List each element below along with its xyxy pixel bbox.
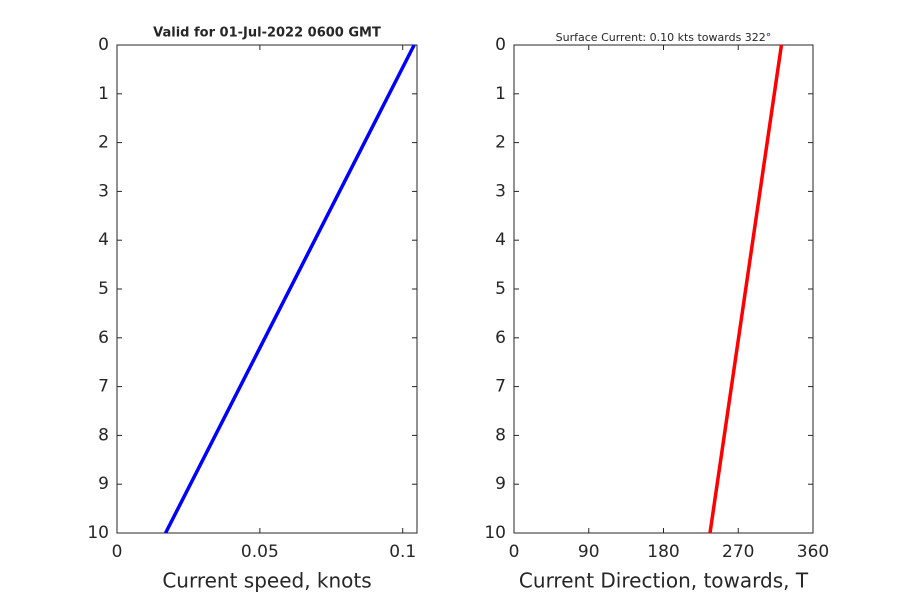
y-tick-label: 4 [495,230,506,250]
axes-box [116,44,418,534]
axes-box [513,44,814,534]
profile-line [164,44,416,534]
y-tick-label: 7 [98,377,109,397]
y-tick-label: 1 [495,84,506,104]
chart-title: Valid for 01-Jul-2022 0600 GMT [153,26,381,41]
y-tick-label: 1 [98,84,109,104]
x-axis-label: Current Direction, towards, T [519,569,809,593]
y-tick-label: 3 [98,181,109,201]
x-tick-label: 0 [112,542,123,562]
y-tick-label: 10 [484,523,506,543]
x-tick-label: 360 [797,542,829,562]
y-tick-label: 5 [98,279,109,299]
y-tick-label: 8 [495,425,506,445]
y-tick-label: 9 [98,474,109,494]
y-tick-label: 8 [98,425,109,445]
y-tick-label: 2 [495,133,506,153]
x-tick-label: 0.05 [241,542,279,562]
y-tick-label: 5 [495,279,506,299]
y-tick-label: 6 [495,328,506,348]
y-tick-label: 2 [98,133,109,153]
y-tick-label: 0 [98,35,109,55]
x-axis-label: Current speed, knots [162,569,371,593]
x-tick-label: 90 [578,542,600,562]
y-tick-label: 3 [495,181,506,201]
y-tick-label: 0 [495,35,506,55]
chart-title: Surface Current: 0.10 kts towards 322° [556,31,772,44]
x-tick-label: 0.1 [389,542,416,562]
x-tick-label: 180 [647,542,679,562]
profile-line [708,44,784,534]
x-tick-label: 270 [722,542,754,562]
x-tick-label: 0 [509,542,520,562]
y-tick-label: 10 [87,523,109,543]
y-tick-label: 4 [98,230,109,250]
y-tick-label: 7 [495,377,506,397]
y-tick-label: 6 [98,328,109,348]
y-tick-label: 9 [495,474,506,494]
